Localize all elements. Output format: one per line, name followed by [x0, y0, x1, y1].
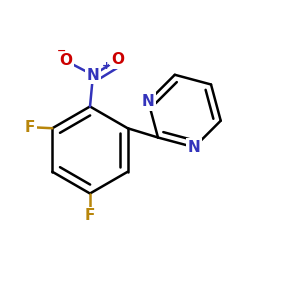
Text: N: N: [87, 68, 99, 82]
Text: N: N: [188, 140, 201, 155]
Text: O: O: [59, 53, 72, 68]
Text: F: F: [85, 208, 95, 224]
Text: +: +: [101, 61, 111, 71]
Text: −: −: [57, 46, 66, 56]
Text: F: F: [25, 120, 35, 135]
Text: O: O: [111, 52, 124, 68]
Text: N: N: [142, 94, 155, 109]
